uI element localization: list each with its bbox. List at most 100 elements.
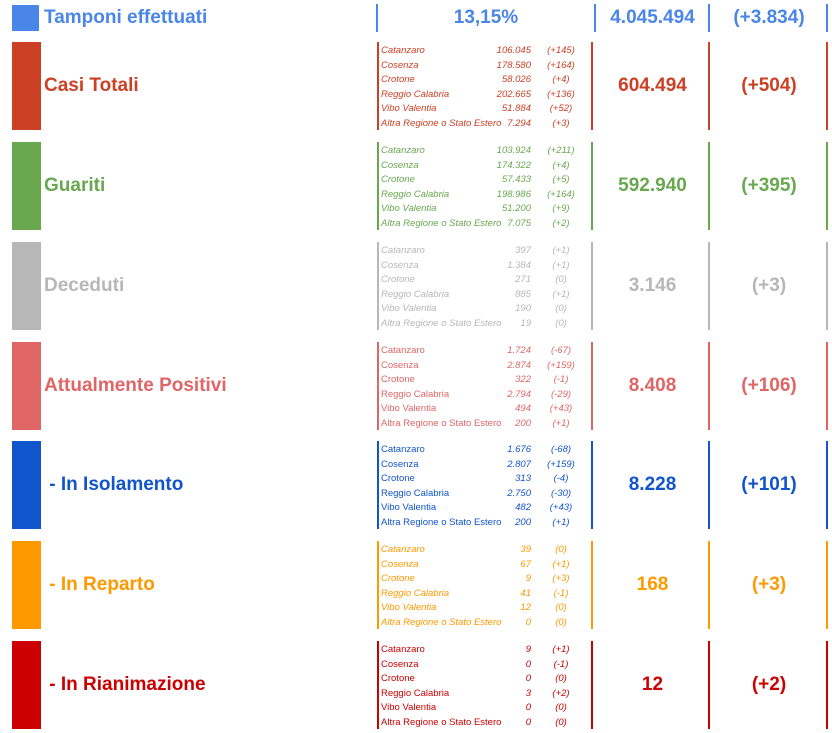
province-value: 178.580 — [496, 59, 531, 71]
province-value: 106.045 — [496, 45, 531, 56]
province-value: 39 — [520, 544, 531, 555]
province-delta: (-1) — [553, 658, 569, 670]
province-name: Cosenza — [381, 458, 419, 470]
detail-row: Altra Regione o Stato Estero 19 (0) — [381, 317, 591, 332]
detail-row: Altra Regione o Stato Estero 200 (+1) — [381, 417, 591, 432]
tamponi-percent: 13,15% — [376, 4, 596, 32]
province-breakdown: Catanzaro 39 (0) Cosenza 67 (+1) Crotone… — [377, 541, 593, 629]
detail-row: Reggio Calabria 3 (+2) — [381, 687, 591, 702]
province-breakdown: Catanzaro 397 (+1) Cosenza 1.384 (+1) Cr… — [377, 242, 593, 330]
detail-row: Vibo Valentia 482 (+43) — [381, 501, 591, 516]
province-name: Reggio Calabria — [381, 487, 450, 499]
province-value: 1.384 — [507, 259, 531, 271]
detail-row: Reggio Calabria 198.986 (+164) — [381, 188, 591, 203]
province-name: Catanzaro — [381, 145, 425, 156]
province-breakdown: Catanzaro 103.924 (+211) Cosenza 174.322… — [377, 142, 593, 230]
detail-row: Crotone 57.433 (+5) — [381, 173, 591, 188]
section-total: 8.408 — [597, 342, 710, 430]
section-delta: (+3) — [712, 242, 828, 330]
province-name: Vibo Valentia — [381, 303, 437, 315]
province-value: 198.986 — [496, 188, 531, 200]
province-value: 0 — [525, 673, 531, 685]
province-name: Altra Regione o Stato Estero — [381, 616, 502, 628]
province-value: 174.322 — [496, 159, 531, 171]
province-name: Altra Regione o Stato Estero — [381, 117, 502, 129]
province-breakdown: Catanzaro 9 (+1) Cosenza 0 (-1) Crotone … — [377, 641, 593, 729]
section-delta: (+3) — [712, 541, 828, 629]
province-name: Vibo Valentia — [381, 403, 437, 415]
province-delta: (+52) — [549, 103, 573, 115]
detail-row: Reggio Calabria 2.750 (-30) — [381, 487, 591, 502]
province-value: 67 — [520, 558, 531, 570]
province-delta: (+1) — [552, 644, 570, 655]
province-delta: (0) — [555, 317, 567, 329]
section-color-bar — [12, 641, 41, 729]
section-label: - In Isolamento — [44, 474, 184, 495]
detail-row: Crotone 58.026 (+4) — [381, 73, 591, 88]
tamponi-delta: (+3.834) — [712, 4, 828, 32]
section-label: Guariti — [44, 175, 106, 196]
province-value: 190 — [515, 303, 531, 315]
province-name: Cosenza — [381, 359, 419, 371]
section-delta: (+101) — [712, 441, 828, 529]
province-value: 0 — [525, 658, 531, 670]
province-value: 2.874 — [507, 359, 531, 371]
province-name: Altra Regione o Stato Estero — [381, 217, 502, 229]
province-value: 12 — [520, 602, 531, 614]
detail-row: Altra Regione o Stato Estero 200 (+1) — [381, 516, 591, 531]
province-delta: (0) — [555, 602, 567, 614]
province-value: 57.433 — [501, 174, 531, 186]
province-name: Vibo Valentia — [381, 702, 437, 714]
province-name: Vibo Valentia — [381, 103, 437, 115]
detail-row: Cosenza 174.322 (+4) — [381, 159, 591, 174]
province-name: Reggio Calabria — [381, 288, 450, 300]
province-value: 19 — [520, 317, 531, 329]
detail-row: Reggio Calabria 885 (+1) — [381, 288, 591, 303]
province-delta: (+145) — [547, 45, 575, 56]
province-value: 313 — [515, 473, 531, 485]
province-value: 2.794 — [507, 388, 531, 400]
section-label: Attualmente Positivi — [44, 375, 227, 396]
province-name: Crotone — [381, 174, 415, 186]
province-breakdown: Catanzaro 106.045 (+145) Cosenza 178.580… — [377, 42, 593, 130]
section-total: 8.228 — [597, 441, 710, 529]
detail-row: Cosenza 1.384 (+1) — [381, 259, 591, 274]
province-value: 2.750 — [507, 487, 531, 499]
detail-row: Vibo Valentia 12 (0) — [381, 601, 591, 616]
province-value: 200 — [515, 417, 531, 429]
province-name: Altra Regione o Stato Estero — [381, 516, 502, 528]
province-value: 494 — [515, 403, 531, 415]
province-name: Altra Regione o Stato Estero — [381, 317, 502, 329]
province-name: Reggio Calabria — [381, 188, 450, 200]
province-name: Cosenza — [381, 558, 419, 570]
detail-row: Catanzaro 103.924 (+211) — [381, 144, 591, 159]
province-name: Altra Regione o Stato Estero — [381, 417, 502, 429]
province-value: 482 — [515, 502, 531, 514]
province-name: Crotone — [381, 573, 415, 585]
detail-row: Reggio Calabria 2.794 (-29) — [381, 388, 591, 403]
detail-row: Crotone 271 (0) — [381, 273, 591, 288]
province-delta: (+4) — [552, 159, 570, 171]
province-delta: (0) — [555, 544, 567, 555]
section-total: 592.940 — [597, 142, 710, 230]
province-delta: (+159) — [547, 359, 575, 371]
detail-row: Cosenza 2.874 (+159) — [381, 359, 591, 374]
province-value: 103.924 — [496, 145, 531, 156]
province-delta: (+1) — [552, 417, 570, 429]
province-delta: (0) — [555, 673, 567, 685]
province-delta: (-29) — [550, 388, 572, 400]
province-breakdown: Catanzaro 1.676 (-68) Cosenza 2.807 (+15… — [377, 441, 593, 529]
province-value: 322 — [515, 374, 531, 386]
province-delta: (+1) — [552, 516, 570, 528]
province-name: Crotone — [381, 673, 415, 685]
province-delta: (+3) — [552, 573, 570, 585]
province-name: Catanzaro — [381, 45, 425, 56]
section-total: 168 — [597, 541, 710, 629]
province-name: Vibo Valentia — [381, 203, 437, 215]
section-label: Casi Totali — [44, 75, 139, 96]
section-label: - In Reparto — [44, 574, 155, 595]
province-delta: (+1) — [552, 245, 570, 256]
province-delta: (+2) — [552, 217, 570, 229]
province-delta: (0) — [555, 303, 567, 315]
province-name: Reggio Calabria — [381, 88, 450, 100]
